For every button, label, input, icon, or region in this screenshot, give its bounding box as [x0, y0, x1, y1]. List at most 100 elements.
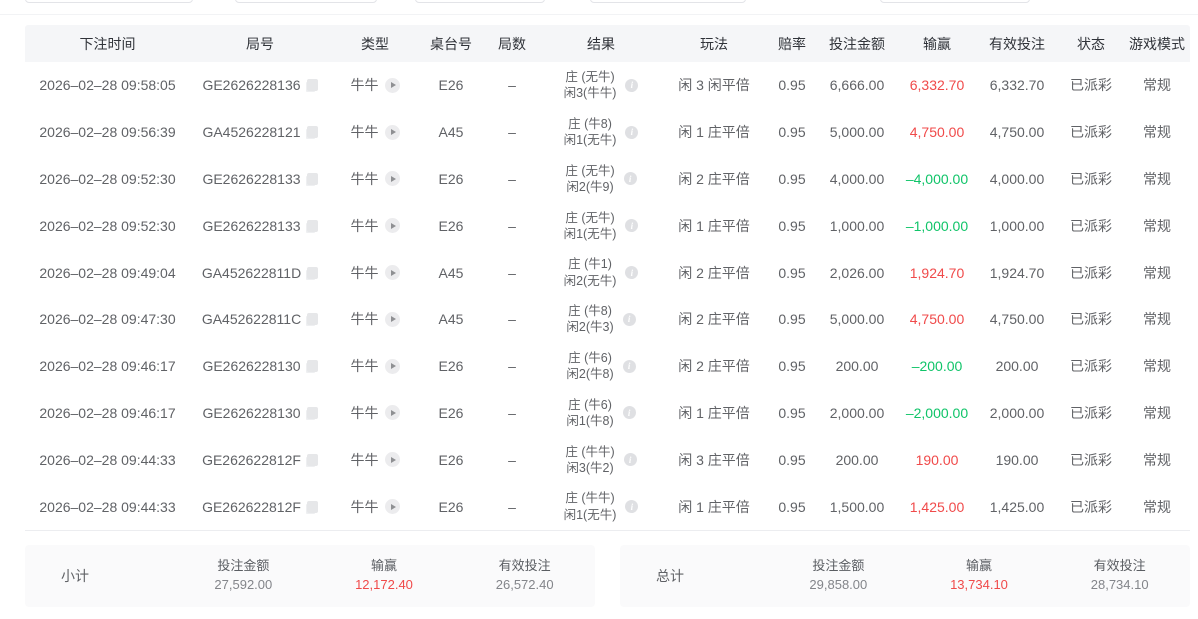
- round-no-cell: GE2626228136: [190, 77, 330, 93]
- subtotal-bet-amount: 投注金额 27,592.00: [173, 557, 314, 595]
- copy-icon[interactable]: [307, 266, 319, 279]
- result-text: 庄 (无牛) 闲3(牛牛): [564, 69, 617, 102]
- odds-cell: 0.95: [778, 311, 806, 328]
- odds-cell: 0.95: [778, 124, 806, 141]
- info-icon[interactable]: i: [625, 266, 639, 280]
- bet-time-cell: 2026–02–28 09:56:39: [39, 124, 176, 141]
- filter-input-stub[interactable]: [415, 0, 545, 3]
- bet-amount-cell: 2,026.00: [829, 264, 885, 281]
- round-no-cell: GE262622812F: [190, 499, 330, 515]
- column-header-odds: 赔率: [778, 35, 806, 52]
- filter-input-stub[interactable]: [590, 0, 746, 3]
- valid-bet-cell: 2,000.00: [989, 404, 1045, 421]
- total-win-loss: 输赢 13,734.10: [909, 557, 1050, 595]
- game-type-text: 牛牛: [350, 404, 379, 421]
- game-mode-cell: 常规: [1143, 124, 1171, 141]
- column-header-bet-amount: 投注金额: [829, 35, 885, 52]
- filter-input-stub[interactable]: [235, 0, 377, 3]
- info-icon[interactable]: i: [625, 219, 639, 233]
- odds-cell: 0.95: [778, 77, 806, 94]
- result-banker-line: 庄 (牛8): [568, 304, 612, 319]
- play-video-icon[interactable]: [384, 171, 400, 187]
- copy-icon[interactable]: [306, 126, 318, 139]
- stat-value: 12,172.40: [355, 577, 413, 592]
- table-row: 2026–02–28 09:46:17 GE2626228130 牛牛 E26 …: [25, 389, 1190, 437]
- table-row: 2026–02–28 09:44:33 GE262622812F 牛牛 E26 …: [25, 483, 1190, 530]
- play-video-icon[interactable]: [384, 358, 400, 374]
- filter-input-stub[interactable]: [880, 0, 1030, 3]
- info-icon[interactable]: i: [625, 78, 639, 92]
- valid-bet-cell: 4,750.00: [989, 124, 1045, 141]
- play-video-icon[interactable]: [384, 499, 400, 515]
- result-cell: 庄 (无牛) 闲3(牛牛) i: [542, 69, 660, 102]
- game-type-text: 牛牛: [350, 498, 379, 515]
- table-no-cell: E26: [438, 404, 464, 421]
- play-type-cell: 闲 2 庄平倍: [678, 311, 750, 328]
- result-cell: 庄 (牛8) 闲2(牛3) i: [542, 303, 660, 336]
- total-bet-amount: 投注金额 29,858.00: [768, 557, 909, 595]
- column-header-valid-bet: 有效投注: [989, 35, 1045, 52]
- game-mode-cell: 常规: [1143, 264, 1171, 281]
- win-loss-cell: 1,425.00: [909, 498, 965, 515]
- status-cell: 已派彩: [1070, 124, 1112, 141]
- valid-bet-cell: 190.00: [995, 451, 1039, 468]
- game-mode-cell: 常规: [1143, 451, 1171, 468]
- info-icon[interactable]: i: [625, 125, 639, 139]
- bet-time-cell: 2026–02–28 09:52:30: [39, 217, 176, 234]
- info-icon[interactable]: i: [625, 500, 639, 514]
- table-no-cell: E26: [438, 217, 464, 234]
- result-text: 庄 (牛牛) 闲1(无牛): [564, 490, 617, 523]
- result-player-line: 闲1(牛8): [566, 413, 614, 428]
- game-type-text: 牛牛: [350, 77, 379, 94]
- win-loss-cell: 4,750.00: [909, 311, 965, 328]
- copy-icon[interactable]: [306, 79, 318, 92]
- info-icon[interactable]: i: [623, 172, 637, 186]
- copy-icon[interactable]: [306, 500, 318, 513]
- subtotal-summary: 小计 投注金额 27,592.00 输赢 12,172.40 有效投注 26,5…: [25, 545, 595, 607]
- play-video-icon[interactable]: [384, 124, 400, 140]
- win-loss-cell: 190.00: [915, 451, 959, 468]
- game-mode-cell: 常规: [1143, 170, 1171, 187]
- round-count-cell: –: [508, 217, 516, 234]
- copy-icon[interactable]: [306, 453, 318, 466]
- play-video-icon[interactable]: [384, 311, 400, 327]
- odds-cell: 0.95: [778, 217, 806, 234]
- play-video-icon[interactable]: [384, 77, 400, 93]
- info-icon[interactable]: i: [623, 453, 637, 467]
- round-count-cell: –: [508, 124, 516, 141]
- play-video-icon[interactable]: [384, 405, 400, 421]
- bet-amount-cell: 1,500.00: [829, 498, 885, 515]
- round-no-cell: GE2626228130: [190, 405, 330, 421]
- result-banker-line: 庄 (牛牛): [565, 491, 615, 506]
- info-icon[interactable]: i: [622, 312, 636, 326]
- bet-time-cell: 2026–02–28 09:44:33: [39, 498, 176, 515]
- table-row: 2026–02–28 09:49:04 GA452622811D 牛牛 A45 …: [25, 249, 1190, 296]
- copy-icon[interactable]: [306, 172, 318, 185]
- play-video-icon[interactable]: [384, 452, 400, 468]
- copy-icon[interactable]: [306, 360, 318, 373]
- round-count-cell: –: [508, 404, 516, 421]
- stat-label: 输赢: [966, 558, 993, 574]
- info-icon[interactable]: i: [622, 406, 636, 420]
- table-row: 2026–02–28 09:46:17 GE2626228130 牛牛 E26 …: [25, 342, 1190, 390]
- filter-input-stub[interactable]: [25, 0, 193, 3]
- game-mode-cell: 常规: [1143, 77, 1171, 94]
- copy-icon[interactable]: [307, 313, 319, 326]
- play-video-icon[interactable]: [384, 265, 400, 281]
- play-video-icon[interactable]: [384, 218, 400, 234]
- game-type-cell: 牛牛: [330, 263, 420, 283]
- copy-icon[interactable]: [306, 406, 318, 419]
- round-no-text: GA4526228121: [202, 124, 301, 141]
- info-icon[interactable]: i: [622, 359, 636, 373]
- win-loss-cell: –200.00: [911, 358, 963, 375]
- round-no-cell: GA4526228121: [190, 124, 330, 140]
- copy-icon[interactable]: [306, 219, 318, 232]
- valid-bet-cell: 6,332.70: [989, 77, 1045, 94]
- valid-bet-cell: 1,425.00: [989, 498, 1045, 515]
- status-cell: 已派彩: [1070, 311, 1112, 328]
- win-loss-cell: 4,750.00: [909, 124, 965, 141]
- toolbar-divider: [0, 14, 1198, 15]
- round-count-cell: –: [508, 170, 516, 187]
- win-loss-cell: –4,000.00: [905, 170, 969, 187]
- bet-records-table: 下注时间 局号 类型 桌台号 局数 结果 玩法 赔率 投注金额 输赢 有效投注 …: [25, 25, 1190, 531]
